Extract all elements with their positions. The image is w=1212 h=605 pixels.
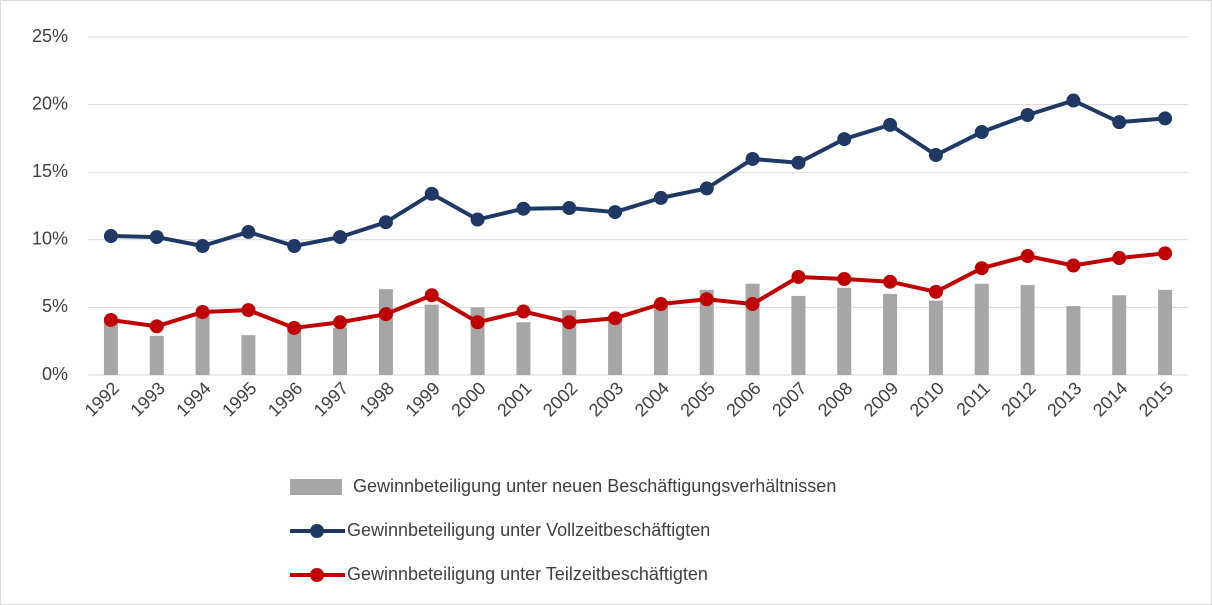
point bbox=[287, 239, 302, 254]
point bbox=[745, 151, 760, 166]
bar bbox=[699, 289, 714, 375]
point bbox=[745, 297, 760, 312]
bar bbox=[1066, 306, 1081, 375]
point bbox=[1158, 246, 1173, 261]
point bbox=[699, 181, 714, 196]
point bbox=[837, 272, 852, 287]
bar bbox=[1020, 285, 1035, 375]
point bbox=[424, 288, 439, 303]
point bbox=[333, 230, 348, 245]
legend-label: Gewinnbeteiligung unter Vollzeitbeschäft… bbox=[347, 520, 710, 540]
y-tick-label: 5% bbox=[42, 296, 68, 316]
point bbox=[653, 297, 668, 312]
bar bbox=[928, 300, 943, 375]
point bbox=[378, 215, 393, 230]
point bbox=[1020, 249, 1035, 264]
point bbox=[149, 319, 164, 334]
point bbox=[333, 315, 348, 330]
point bbox=[974, 261, 989, 276]
legend-marker bbox=[310, 524, 324, 538]
y-tick-label: 10% bbox=[32, 229, 68, 249]
point bbox=[378, 307, 393, 322]
bar bbox=[333, 327, 348, 375]
legend-marker bbox=[310, 568, 324, 582]
point bbox=[516, 201, 531, 216]
bar bbox=[287, 327, 302, 375]
line bbox=[110, 251, 1166, 330]
point bbox=[562, 315, 577, 330]
point bbox=[241, 224, 256, 239]
bar bbox=[195, 311, 210, 375]
bar bbox=[149, 335, 164, 375]
y-tick-label: 25% bbox=[32, 26, 68, 46]
legend-swatch bbox=[290, 479, 342, 495]
point bbox=[883, 274, 898, 289]
point bbox=[608, 311, 623, 326]
point bbox=[1066, 93, 1081, 108]
point bbox=[470, 315, 485, 330]
point bbox=[791, 269, 806, 284]
point bbox=[974, 125, 989, 140]
point bbox=[1158, 111, 1173, 126]
point bbox=[791, 155, 806, 170]
legend-label: Gewinnbeteiligung unter Teilzeitbeschäft… bbox=[347, 564, 708, 584]
point bbox=[1066, 258, 1081, 273]
legend-label: Gewinnbeteiligung unter neuen Beschäftig… bbox=[353, 476, 836, 496]
point bbox=[883, 117, 898, 132]
point bbox=[608, 205, 623, 220]
bar bbox=[653, 304, 668, 375]
y-tick-label: 20% bbox=[32, 93, 68, 113]
bar bbox=[608, 315, 623, 375]
line bbox=[110, 98, 1166, 249]
point bbox=[103, 312, 118, 327]
bar bbox=[103, 319, 118, 375]
point bbox=[195, 304, 210, 319]
point bbox=[287, 320, 302, 335]
point bbox=[424, 186, 439, 201]
bar bbox=[883, 293, 898, 375]
point bbox=[562, 201, 577, 216]
point bbox=[195, 239, 210, 254]
bar bbox=[516, 322, 531, 375]
bar bbox=[974, 283, 989, 375]
bar bbox=[378, 289, 393, 375]
y-tick-label: 0% bbox=[42, 364, 68, 384]
bar bbox=[424, 304, 439, 375]
point bbox=[653, 190, 668, 205]
bar bbox=[791, 295, 806, 375]
point bbox=[1112, 251, 1127, 266]
point bbox=[1112, 115, 1127, 130]
point bbox=[699, 292, 714, 307]
point bbox=[1020, 108, 1035, 123]
bar bbox=[1158, 289, 1173, 375]
point bbox=[928, 284, 943, 299]
point bbox=[516, 304, 531, 319]
point bbox=[149, 230, 164, 245]
bar bbox=[837, 287, 852, 375]
point bbox=[928, 148, 943, 163]
y-tick-label: 15% bbox=[32, 161, 68, 181]
bar bbox=[241, 335, 256, 375]
point bbox=[241, 303, 256, 318]
point bbox=[470, 212, 485, 227]
point bbox=[837, 132, 852, 147]
bar bbox=[1112, 295, 1127, 375]
point bbox=[103, 229, 118, 244]
